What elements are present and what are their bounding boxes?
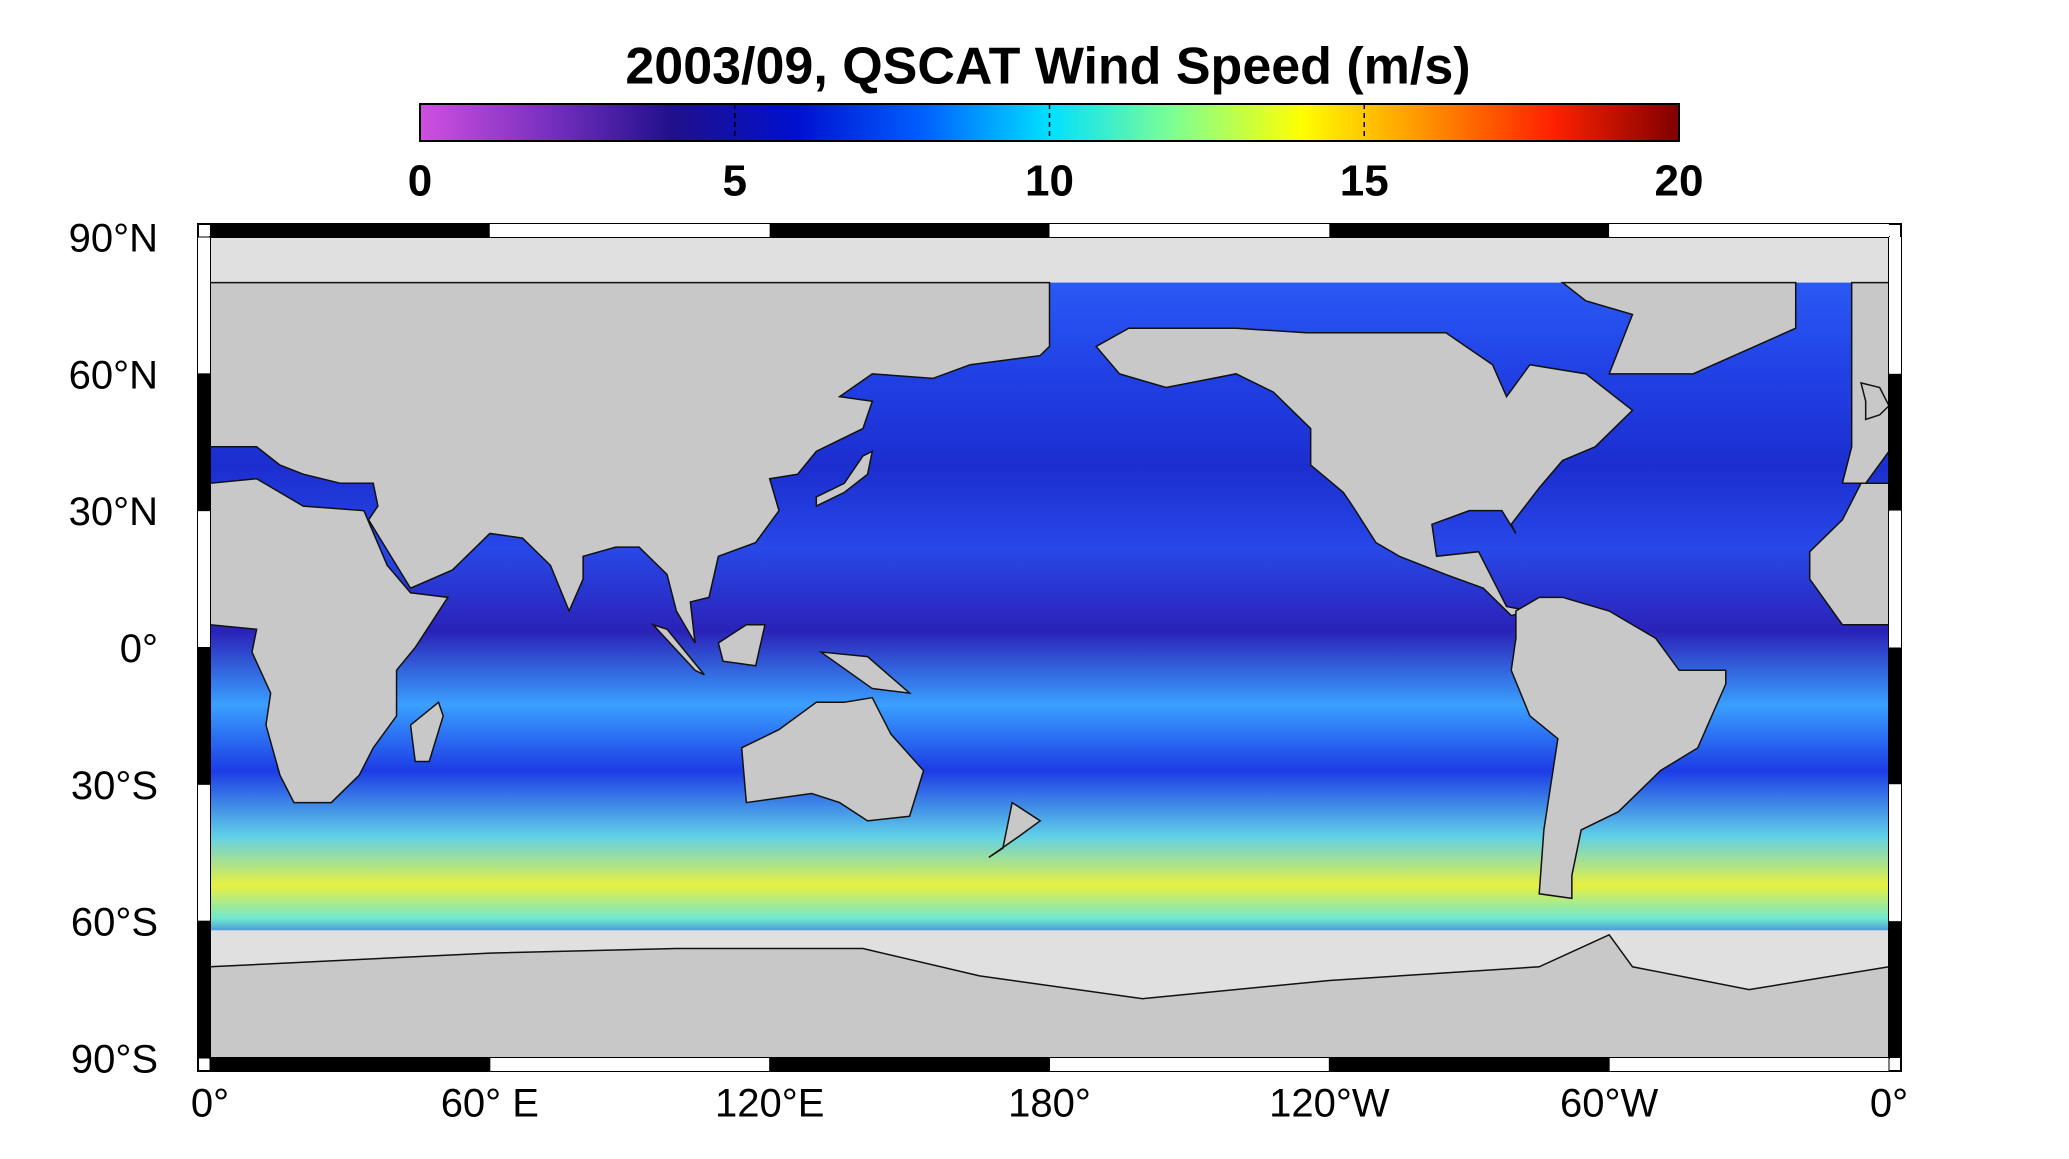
lon-tick-label: 120°W [1269,1082,1390,1126]
lat-tick-label: 90°N [69,217,158,261]
frame-block [198,647,210,785]
frame-block [198,237,210,374]
land [650,623,705,676]
land [409,700,444,763]
frame-block [1889,784,1901,922]
frame-block [198,784,210,922]
frame-block [1889,921,1901,1058]
land [988,801,1042,858]
colorbar-tick-label: 15 [1340,157,1389,206]
frame-block [1329,1058,1610,1071]
no-data-north [210,237,1889,283]
title: 2003/09, QSCAT Wind Speed (m/s) [625,38,1470,96]
frame-block [769,224,1050,237]
frame-block [1049,1058,1330,1071]
lon-tick-label: 60° E [441,1082,539,1126]
land [740,696,925,822]
frame-block [198,373,210,511]
frame-block [1889,510,1901,648]
land [1094,327,1634,617]
frame-block [1889,647,1901,785]
frame-block [210,224,490,237]
colorbar-tick-label: 5 [723,157,747,206]
land [209,477,450,804]
frame-block [489,1058,770,1071]
lon-tick-label: 60°W [1560,1082,1658,1126]
frame-block [198,921,210,1058]
frame-block [198,510,210,648]
lat-tick-label: 60°S [71,901,158,945]
frame-block [769,1058,1050,1071]
lon-tick-label: 0° [191,1082,229,1126]
land [1859,381,1890,421]
lat-tick-label: 0° [120,627,158,671]
lon-tick-label: 0° [1870,1082,1908,1126]
land [1510,596,1727,900]
colorbar-tick-label: 0 [408,157,432,206]
frame-block [1889,373,1901,511]
frame-block [1329,224,1610,237]
lat-tick-label: 60°N [69,353,158,397]
colorbar-tick-label: 20 [1655,157,1704,206]
lon-tick-label: 180° [1008,1082,1091,1126]
land [209,281,1051,644]
frame-block [489,224,770,237]
land [1808,482,1890,626]
lat-tick-label: 30°S [71,764,158,808]
frame-block [1609,224,1889,237]
land [717,623,766,667]
frame-block [1889,237,1901,374]
frame-block [1049,224,1330,237]
frame-block [1609,1058,1889,1071]
lat-tick-label: 90°S [71,1038,158,1082]
lat-tick-label: 30°N [69,490,158,534]
land [818,651,912,695]
frame-block [210,1058,490,1071]
map [197,223,1902,1072]
colorbar-tick-label: 10 [1025,157,1074,206]
lon-tick-label: 120°E [715,1082,824,1126]
land [815,450,874,508]
land [1560,281,1797,375]
